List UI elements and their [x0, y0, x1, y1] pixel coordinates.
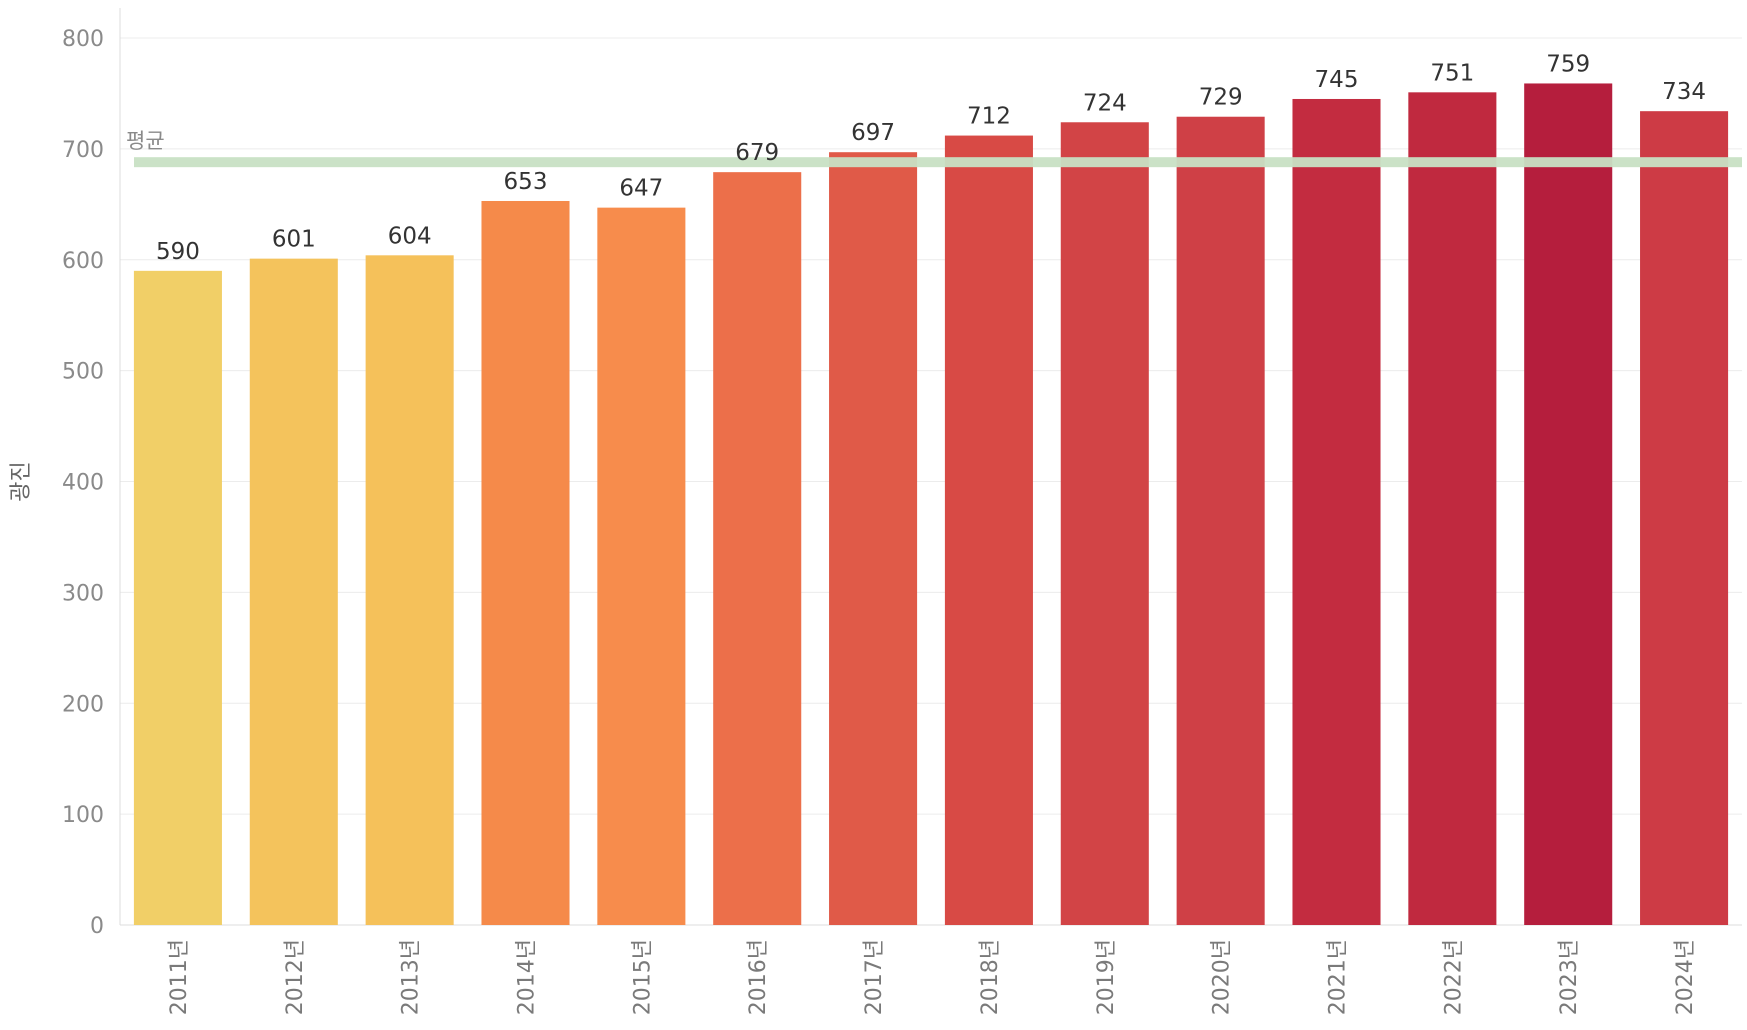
bar-2020년[interactable]: [1176, 116, 1265, 925]
bar-2013년[interactable]: [365, 255, 454, 925]
x-tick-label: 2019년: [1094, 939, 1119, 1015]
bar-2023년[interactable]: [1524, 83, 1613, 926]
y-tick-label: 200: [62, 692, 104, 717]
data-label: 679: [735, 140, 779, 166]
data-label: 601: [272, 227, 316, 253]
x-tick-label: 2024년: [1673, 939, 1698, 1015]
data-label: 653: [504, 169, 548, 195]
data-label: 751: [1430, 60, 1474, 86]
x-tick-label: 2018년: [978, 939, 1003, 1015]
x-tick-label: 2015년: [630, 939, 655, 1015]
bar-2017년[interactable]: [829, 152, 918, 926]
y-tick-label: 600: [62, 249, 104, 274]
x-tick-label: 2011년: [167, 939, 192, 1015]
y-tick-label: 800: [62, 27, 104, 52]
data-label: 712: [967, 104, 1011, 130]
y-tick-label: 700: [62, 138, 104, 163]
data-label: 590: [156, 239, 200, 265]
x-tick-label: 2023년: [1557, 939, 1582, 1015]
average-reference-line: [134, 157, 1742, 168]
data-label: 734: [1662, 79, 1706, 105]
data-label: 647: [619, 176, 663, 202]
bar-2018년[interactable]: [944, 135, 1033, 925]
x-tick-label: 2017년: [862, 939, 887, 1015]
x-tick-label: 2013년: [399, 939, 424, 1015]
data-label: 745: [1315, 67, 1359, 93]
bar-2012년[interactable]: [249, 258, 338, 925]
data-label: 604: [388, 223, 432, 249]
x-tick-label: 2022년: [1441, 939, 1466, 1015]
y-tick-label: 300: [62, 581, 104, 606]
bar-2022년[interactable]: [1408, 92, 1497, 926]
y-tick-label: 100: [62, 803, 104, 828]
x-tick-label: 2020년: [1210, 939, 1235, 1015]
data-label: 759: [1546, 51, 1590, 77]
bar-2015년[interactable]: [597, 207, 686, 926]
bar-2024년[interactable]: [1640, 111, 1729, 926]
bar-2014년[interactable]: [481, 200, 570, 925]
y-tick-label: 400: [62, 471, 104, 496]
bar-2016년[interactable]: [713, 172, 802, 925]
data-label: 729: [1199, 85, 1243, 111]
y-tick-label: 0: [90, 914, 104, 939]
y-tick-label: 500: [62, 360, 104, 385]
x-tick-label: 2016년: [746, 939, 771, 1015]
x-tick-label: 2014년: [515, 939, 540, 1015]
bar-2021년[interactable]: [1292, 98, 1381, 925]
y-axis-title: 광진: [9, 461, 34, 501]
average-reference-label: 평균: [126, 129, 165, 153]
x-tick-label: 2012년: [283, 939, 308, 1015]
bar-2011년[interactable]: [133, 270, 222, 925]
data-label: 697: [851, 120, 895, 146]
data-label: 724: [1083, 90, 1127, 116]
x-tick-label: 2021년: [1326, 939, 1351, 1015]
bar-2019년[interactable]: [1060, 122, 1149, 925]
